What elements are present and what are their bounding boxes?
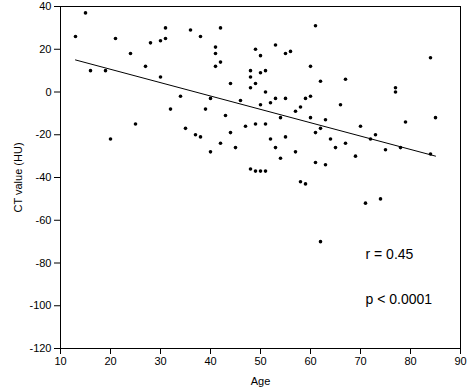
svg-text:40: 40 bbox=[204, 355, 216, 367]
svg-text:-80: -80 bbox=[36, 257, 52, 269]
svg-text:20: 20 bbox=[39, 43, 51, 55]
svg-text:0: 0 bbox=[45, 86, 51, 98]
svg-text:CT value (HU): CT value (HU) bbox=[12, 142, 24, 212]
svg-text:70: 70 bbox=[354, 355, 366, 367]
svg-text:-120: -120 bbox=[29, 342, 51, 354]
svg-text:50: 50 bbox=[254, 355, 266, 367]
svg-text:p < 0.0001: p < 0.0001 bbox=[366, 291, 433, 307]
svg-text:-40: -40 bbox=[36, 171, 52, 183]
svg-text:10: 10 bbox=[54, 355, 66, 367]
svg-text:60: 60 bbox=[304, 355, 316, 367]
svg-text:Age: Age bbox=[251, 375, 271, 387]
svg-text:90: 90 bbox=[454, 355, 466, 367]
svg-text:-20: -20 bbox=[36, 128, 52, 140]
svg-text:-60: -60 bbox=[36, 214, 52, 226]
svg-text:-100: -100 bbox=[29, 299, 51, 311]
svg-text:40: 40 bbox=[39, 0, 51, 12]
svg-text:80: 80 bbox=[404, 355, 416, 367]
svg-text:r = 0.45: r = 0.45 bbox=[366, 246, 414, 262]
svg-text:20: 20 bbox=[104, 355, 116, 367]
svg-text:30: 30 bbox=[154, 355, 166, 367]
